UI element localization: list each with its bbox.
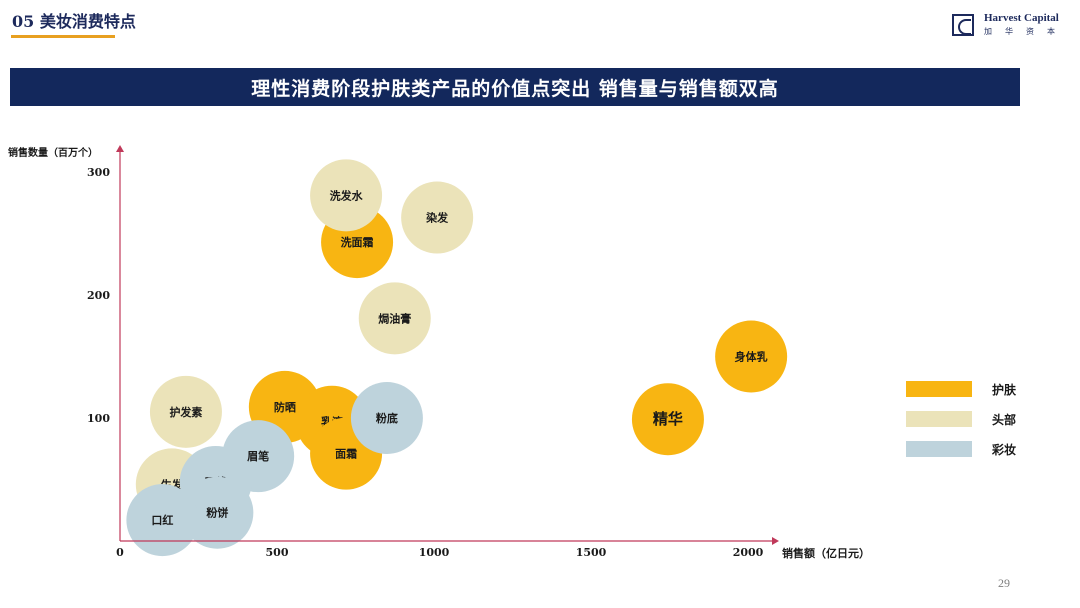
page-number: 29 — [998, 576, 1010, 590]
legend-swatch — [906, 441, 972, 457]
bubble-label: 防晒 — [274, 400, 296, 414]
bubble-label: 身体乳 — [735, 350, 768, 364]
bubble-label: 染发 — [426, 211, 449, 225]
company-logo: Harvest Capital 加华资本 — [952, 12, 1068, 37]
bubble-精华 — [631, 383, 704, 456]
x-tick-label: 2000 — [733, 546, 764, 559]
bubble-label: 洗面霜 — [341, 235, 374, 249]
x-tick-label: 500 — [266, 546, 289, 559]
bubble-label: 眉笔 — [247, 449, 269, 463]
y-axis-title: 销售数量（百万个） — [8, 146, 98, 159]
bubble-label: 粉底 — [376, 411, 398, 425]
y-tick-label: 100 — [87, 412, 110, 425]
harvest-logo-icon — [952, 13, 974, 36]
x-tick-label: 1500 — [576, 546, 607, 559]
bubble-粉饼 — [181, 476, 254, 549]
bubble-label: 面霜 — [335, 448, 357, 461]
y-tick-label: 200 — [87, 289, 110, 302]
legend-swatch — [906, 411, 972, 427]
x-tick-label: 0 — [116, 546, 124, 559]
bubble-粉底 — [350, 382, 423, 454]
legend-label: 护肤 — [992, 382, 1017, 397]
bubble-焗油膏 — [358, 282, 431, 355]
x-axis-arrow-icon — [772, 537, 779, 545]
section-underline — [11, 35, 115, 38]
bubble-label: 护发素 — [169, 405, 202, 419]
legend-swatch — [906, 381, 972, 397]
bubble-染发 — [401, 181, 474, 254]
bubble-身体乳 — [715, 320, 788, 393]
bubble-label: 洗发水 — [330, 188, 364, 202]
y-tick-label: 300 — [87, 166, 110, 179]
bubble-label: 粉饼 — [206, 506, 228, 520]
headline-banner: 理性消费阶段护肤类产品的价值点突出 销售量与销售额双高 — [10, 68, 1020, 106]
headline-text: 理性消费阶段护肤类产品的价值点突出 销售量与销售额双高 — [251, 77, 779, 100]
x-axis-title: 销售额（亿日元） — [782, 546, 870, 560]
bubble-护发素 — [149, 375, 222, 448]
x-tick-label: 1000 — [419, 546, 450, 559]
logo-chinese-name: 加华资本 — [984, 27, 1068, 36]
bubble-label: 口红 — [151, 513, 173, 527]
bubble-label: 焗油膏 — [378, 311, 411, 325]
legend-label: 头部 — [992, 412, 1016, 427]
bubble-label: 精华 — [653, 410, 683, 428]
logo-english-name: Harvest Capital — [984, 12, 1059, 24]
bubble-口红 — [126, 484, 199, 557]
y-axis-arrow-icon — [116, 145, 124, 152]
section-title: 05 美妆消费特点 — [12, 12, 136, 31]
bubble-洗发水 — [310, 159, 383, 232]
legend-label: 彩妆 — [991, 442, 1016, 457]
